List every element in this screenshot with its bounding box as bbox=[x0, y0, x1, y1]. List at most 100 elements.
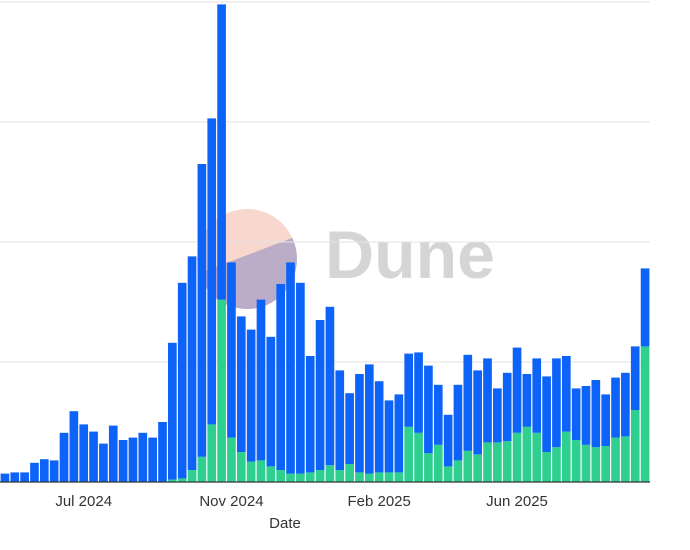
bar-segment bbox=[246, 461, 256, 482]
bar-segment bbox=[404, 353, 414, 427]
bar-segment bbox=[266, 336, 276, 467]
bar-segment bbox=[483, 358, 492, 443]
bar-segment bbox=[177, 282, 187, 479]
bar-segment bbox=[69, 411, 79, 482]
bar-segment bbox=[10, 472, 20, 482]
bar-segment bbox=[138, 432, 148, 482]
bar-segment bbox=[552, 447, 561, 482]
bar-segment bbox=[207, 424, 217, 482]
bar-segment bbox=[315, 470, 325, 482]
bar-segment bbox=[286, 473, 295, 482]
x-tick-label: Nov 2024 bbox=[199, 493, 263, 510]
bar-segment bbox=[414, 352, 423, 433]
bar-segment bbox=[453, 384, 463, 461]
bar-segment bbox=[59, 432, 69, 482]
bar-segment bbox=[296, 473, 305, 482]
bar-segment bbox=[414, 432, 423, 482]
bar-segment bbox=[571, 388, 581, 440]
bar-segment bbox=[424, 453, 433, 482]
bar-segment bbox=[532, 432, 542, 482]
bar-segment bbox=[611, 377, 620, 438]
bar-segment bbox=[552, 358, 561, 448]
bar-segment bbox=[128, 437, 138, 482]
bar-segment bbox=[227, 437, 236, 482]
bar-segment bbox=[463, 354, 473, 451]
bar-segment bbox=[325, 465, 335, 482]
bar-segment bbox=[335, 470, 345, 482]
bar-segment bbox=[581, 444, 591, 482]
bar-segment bbox=[473, 370, 482, 455]
bar-segment bbox=[217, 4, 226, 300]
bar-segment bbox=[256, 299, 266, 461]
bar-segment bbox=[404, 426, 414, 482]
bar-segment bbox=[364, 364, 374, 474]
bar-segment bbox=[443, 466, 453, 482]
bar-segment bbox=[384, 472, 394, 482]
bar-segment bbox=[355, 472, 364, 482]
bar-segment bbox=[621, 372, 630, 437]
bar-segment bbox=[561, 431, 571, 482]
bar-segment bbox=[611, 437, 620, 482]
bar-segment bbox=[345, 464, 354, 482]
bar-segment bbox=[246, 329, 256, 462]
bar-segment bbox=[197, 456, 207, 482]
bar-segment bbox=[168, 479, 177, 482]
bar-segment bbox=[217, 299, 226, 482]
bar-segment bbox=[493, 388, 502, 443]
bar-segment bbox=[640, 268, 650, 347]
bar-segment bbox=[286, 262, 295, 474]
bar-segment bbox=[493, 442, 502, 482]
bar-segment bbox=[581, 386, 591, 445]
bar-segment bbox=[394, 472, 404, 482]
x-tick-label: Jun 2025 bbox=[486, 493, 548, 510]
bar-segment bbox=[463, 450, 473, 482]
bar-segment bbox=[571, 440, 581, 482]
bar-segment bbox=[227, 262, 236, 438]
bar-segment bbox=[79, 424, 89, 482]
plot: 01234 bbox=[0, 1, 650, 483]
bar-segment bbox=[621, 436, 630, 482]
bar-segment bbox=[305, 356, 315, 473]
bar-segment bbox=[236, 316, 246, 452]
bar-segment bbox=[443, 414, 453, 467]
bar-segment bbox=[256, 460, 266, 482]
bar-segment bbox=[108, 425, 118, 482]
bar-segment bbox=[276, 284, 286, 470]
bar-segment bbox=[512, 347, 522, 433]
bar-segment bbox=[473, 454, 482, 482]
bar-segment bbox=[542, 376, 551, 452]
bar-segment bbox=[207, 118, 217, 425]
bar-segment bbox=[532, 358, 542, 433]
bar-segment bbox=[630, 346, 640, 410]
bar-segment bbox=[49, 460, 59, 482]
bar-segment bbox=[236, 452, 246, 482]
bar-segment bbox=[187, 256, 197, 470]
bar-segment bbox=[158, 422, 167, 482]
bar-segment bbox=[177, 478, 187, 482]
bar-segment bbox=[591, 447, 601, 482]
bar-segment bbox=[542, 452, 551, 482]
bar-segment bbox=[512, 432, 522, 482]
bar-segment bbox=[424, 365, 433, 454]
bar-segment bbox=[0, 473, 10, 482]
bar-segment bbox=[20, 472, 29, 482]
bar-segment bbox=[345, 393, 354, 464]
bar-segment bbox=[355, 374, 364, 473]
bar-segment bbox=[640, 346, 650, 482]
bar-segment bbox=[453, 460, 463, 482]
bar-segment bbox=[325, 306, 335, 466]
bar-segment bbox=[384, 400, 394, 473]
bar-segment bbox=[483, 442, 492, 482]
bar-segment bbox=[601, 394, 611, 446]
bar-segment bbox=[99, 443, 108, 482]
bar-segment bbox=[364, 473, 374, 482]
watermark: Dune bbox=[325, 217, 495, 293]
bar-segment bbox=[118, 440, 128, 482]
bar-segment bbox=[601, 446, 611, 482]
bar-segment bbox=[630, 410, 640, 482]
bar-segment bbox=[39, 459, 49, 482]
bar-segment bbox=[187, 470, 197, 482]
bar-segment bbox=[502, 372, 512, 442]
x-tick-label: Jul 2024 bbox=[55, 493, 112, 510]
